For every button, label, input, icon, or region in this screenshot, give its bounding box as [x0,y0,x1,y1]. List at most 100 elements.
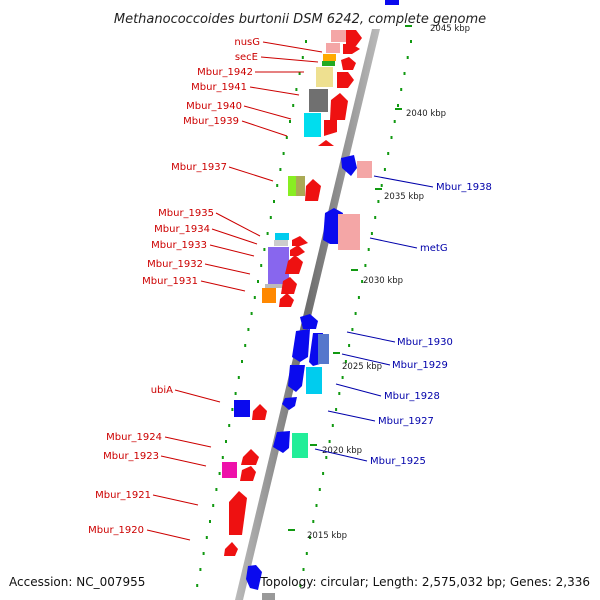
gene-feature[interactable] [224,542,238,556]
gene-feature[interactable] [338,214,360,250]
gene-label[interactable]: ubiA [151,385,173,396]
gene-label[interactable]: metG [420,243,448,254]
gene-label[interactable]: Mbur_1935 [158,208,214,219]
gene-label[interactable]: Mbur_1923 [103,451,159,462]
gene-feature[interactable] [285,255,303,274]
tick-label: 2015 kbp [307,531,347,541]
gene-feature[interactable] [275,233,289,240]
gene-feature[interactable] [265,284,283,288]
tick-dot [387,152,390,155]
gene-feature[interactable] [322,61,335,66]
gene-feature[interactable] [318,334,329,364]
gene-label[interactable]: Mbur_1921 [95,490,151,501]
tick-dot [393,120,396,123]
gene-feature[interactable] [306,367,322,394]
gene-feature[interactable] [268,247,289,284]
tick-dot [322,472,325,475]
tick-dot [380,184,383,187]
gene-label[interactable]: Mbur_1932 [147,259,203,270]
gene-feature[interactable] [282,397,297,410]
gene-feature[interactable] [279,293,294,307]
tick-dot [344,360,347,363]
gene-feature[interactable] [288,176,296,196]
gene-label[interactable]: Mbur_1925 [370,456,426,467]
gene-feature[interactable] [292,433,308,458]
gene-label[interactable]: Mbur_1937 [171,162,227,173]
gene-feature[interactable] [346,30,362,46]
gene-label[interactable]: Mbur_1939 [183,116,239,127]
gene-feature[interactable] [326,43,340,53]
tick-label: 2025 kbp [342,362,382,372]
gene-feature[interactable] [292,236,308,246]
tick-dot [234,392,237,395]
tick-dot [209,520,211,523]
gene-feature[interactable] [318,140,334,146]
gene-feature[interactable] [222,462,237,478]
gene-feature[interactable] [262,288,276,303]
gene-feature[interactable] [273,431,290,453]
gene-feature[interactable] [341,57,356,70]
gene-label[interactable]: secE [235,52,258,63]
gene-feature[interactable] [331,30,346,42]
gene-label[interactable]: Mbur_1938 [436,182,492,193]
forward-leader-lines [146,41,323,541]
gene-label[interactable]: nusG [234,37,260,48]
gene-feature[interactable] [341,155,357,176]
gene-feature[interactable] [240,466,256,481]
gene-feature[interactable] [385,0,399,5]
gene-feature[interactable] [290,245,305,256]
gene-feature[interactable] [305,179,321,201]
tick-dot [295,88,298,91]
gene-label[interactable]: Mbur_1942 [197,67,253,78]
tick-dot [364,264,367,267]
tick-dot [301,56,304,59]
gene-label[interactable]: Mbur_1940 [186,101,242,112]
tick-dot [305,552,308,555]
gene-label[interactable]: Mbur_1934 [154,224,210,235]
gene-feature[interactable] [262,593,275,600]
gene-feature[interactable] [309,89,328,112]
tick-dot [348,344,351,347]
gene-label[interactable]: Mbur_1933 [151,240,207,251]
gene-feature[interactable] [234,400,250,417]
tick-dot [377,200,380,203]
gene-label[interactable]: Mbur_1924 [106,432,162,443]
gene-label[interactable]: Mbur_1927 [378,416,434,427]
gene-feature[interactable] [323,54,336,61]
gene-feature[interactable] [252,404,267,420]
tick-dot [299,584,302,587]
genome-backbone [235,29,380,600]
tick-dot [357,296,360,299]
gene-feature[interactable] [288,365,305,392]
gene-label[interactable]: Mbur_1928 [384,391,440,402]
gene-feature[interactable] [292,329,310,362]
tick-dot [328,440,331,443]
tick-dot [199,568,202,571]
gene-feature[interactable] [296,176,305,196]
gene-label[interactable]: Mbur_1920 [88,525,144,536]
map-title: Methanococcoides burtonii DSM 6242, comp… [114,12,486,27]
gene-label[interactable]: Mbur_1931 [142,276,198,287]
tick-dot [285,136,288,139]
gene-feature[interactable] [246,565,262,590]
tick-dot [292,104,295,107]
gene-feature[interactable] [330,93,348,120]
forward-strand-features [222,30,362,556]
gene-feature[interactable] [357,161,372,178]
gene-feature[interactable] [281,277,297,294]
gene-feature[interactable] [300,314,318,329]
gene-feature[interactable] [316,67,333,87]
gene-feature[interactable] [304,113,321,137]
gene-label[interactable]: Mbur_1941 [191,82,247,93]
gene-feature[interactable] [229,491,247,535]
gene-feature[interactable] [241,449,259,465]
tick-dot [312,520,315,523]
gene-feature[interactable] [337,72,354,88]
tick-dot [221,456,224,459]
gene-feature[interactable] [343,44,360,54]
gene-feature[interactable] [274,240,288,246]
gene-label[interactable]: Mbur_1929 [392,360,448,371]
gene-feature[interactable] [324,120,337,136]
gene-label[interactable]: Mbur_1930 [397,337,453,348]
